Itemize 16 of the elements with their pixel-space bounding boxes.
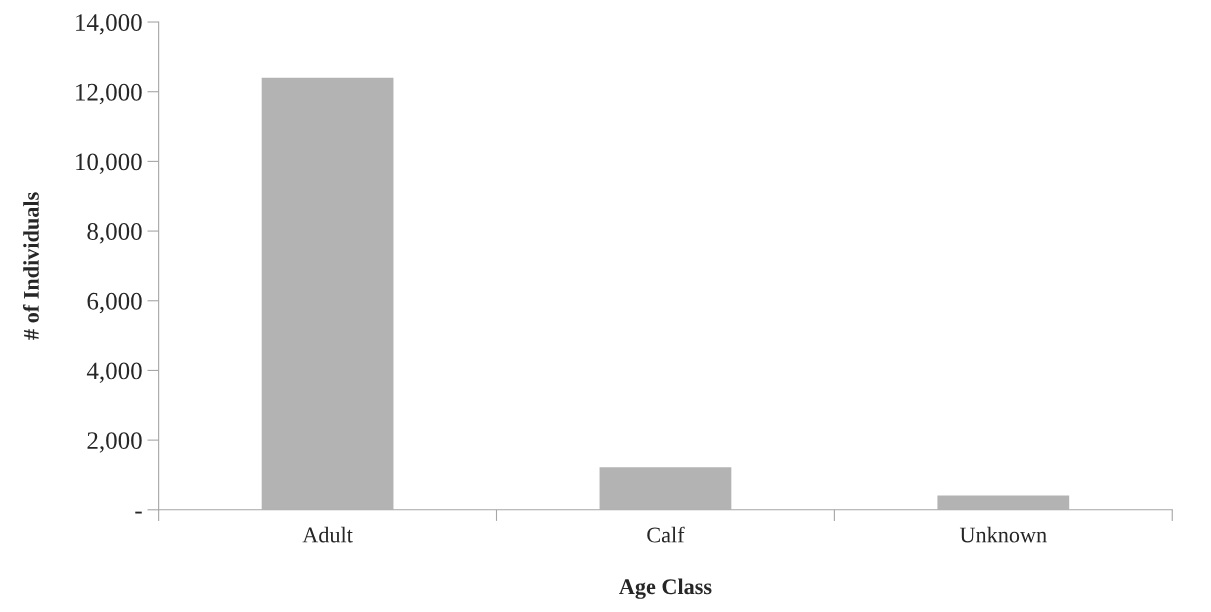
x-axis-title: Age Class (619, 578, 712, 599)
y-tick-label: 4,000 (86, 362, 142, 383)
bar (599, 467, 732, 510)
bar (937, 495, 1070, 510)
y-tick-label: 6,000 (87, 292, 142, 314)
y-axis-title: # of Individuals (22, 192, 39, 340)
bar (261, 77, 394, 510)
y-tick-label: 10,000 (76, 153, 142, 174)
y-tick-label: 8,000 (87, 223, 142, 244)
x-tick-label: Adult (302, 526, 353, 543)
x-tick-label: Unknown (959, 526, 1047, 543)
y-tick-label: 12,000 (76, 83, 142, 105)
y-tick-label: 14,000 (76, 14, 142, 35)
x-tick-label: Calf (647, 526, 685, 543)
y-tick-label: 2,000 (87, 432, 142, 453)
y-tick-label: - (135, 511, 142, 514)
